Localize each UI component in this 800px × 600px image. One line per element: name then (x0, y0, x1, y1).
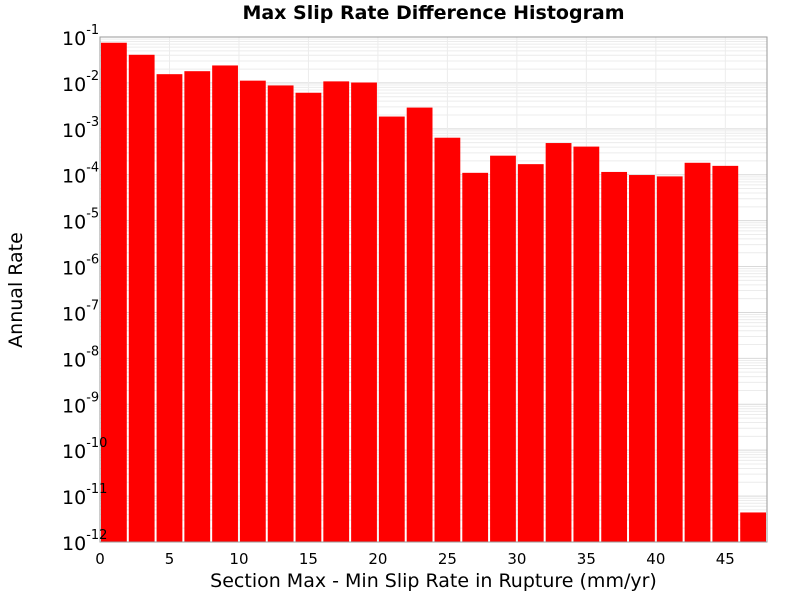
y-tick-label: 10-12 (62, 528, 107, 555)
histogram-bar (434, 137, 461, 542)
histogram-bar (406, 107, 433, 543)
y-tick-label: 10-1 (62, 23, 99, 50)
histogram-bar (740, 512, 766, 542)
plot-frame (99, 36, 768, 543)
y-tick-label: 10-3 (62, 115, 99, 142)
histogram-bar (462, 172, 489, 542)
grid (99, 37, 767, 543)
histogram-bar (267, 85, 294, 543)
histogram-bar (351, 82, 377, 542)
histogram-bar (156, 74, 183, 542)
histogram-bar (128, 54, 155, 543)
x-tick-labels: 0 5 10 15 20 25 30 35 40 45 (95, 550, 735, 568)
histogram-bar (378, 116, 405, 542)
histogram-bar (545, 143, 572, 542)
histogram-bar (101, 42, 127, 542)
y-tick-label: 10-2 (62, 69, 99, 96)
x-tick-label: 20 (368, 550, 387, 568)
x-tick-label: 5 (165, 550, 175, 568)
x-tick-label: 0 (95, 550, 105, 568)
x-tick-label: 25 (438, 550, 457, 568)
histogram-bar (212, 65, 238, 542)
y-tick-label: 10-10 (62, 436, 107, 463)
histogram-bar (684, 162, 711, 542)
y-tick-labels: 10-1 10-2 10-3 10-4 10-5 10-6 10-7 10-8 10-9 10-1… (62, 23, 107, 555)
bars (101, 42, 766, 543)
x-tick-label: 30 (507, 550, 526, 568)
chart-title: Max Slip Rate Difference Histogram (242, 2, 625, 24)
y-tick-label: 10-4 (62, 161, 99, 188)
x-tick-label: 10 (229, 550, 248, 568)
y-tick-label: 10-7 (62, 298, 99, 325)
histogram-bar (323, 81, 350, 542)
y-tick-label: 10-9 (62, 390, 99, 417)
x-tick-label: 45 (716, 550, 735, 568)
histogram-bar (656, 176, 683, 542)
histogram-bar (629, 175, 655, 542)
x-axis-label: Section Max - Min Slip Rate in Rupture (… (210, 570, 657, 592)
y-tick-label: 10-11 (62, 482, 107, 509)
y-tick-label: 10-6 (62, 253, 99, 280)
y-tick-label: 10-8 (62, 344, 99, 371)
x-tick-label: 15 (299, 550, 318, 568)
histogram-bar (295, 92, 322, 542)
y-tick-label: 10-5 (62, 207, 99, 234)
x-tick-label: 35 (577, 550, 596, 568)
histogram-bar (490, 155, 516, 543)
histogram-bar (239, 80, 266, 542)
histogram-bar (517, 164, 544, 542)
histogram-bar (601, 171, 628, 543)
x-tick-label: 40 (646, 550, 665, 568)
histogram-bar (184, 71, 211, 543)
histogram-bar (712, 165, 739, 543)
histogram-bar (573, 146, 600, 543)
